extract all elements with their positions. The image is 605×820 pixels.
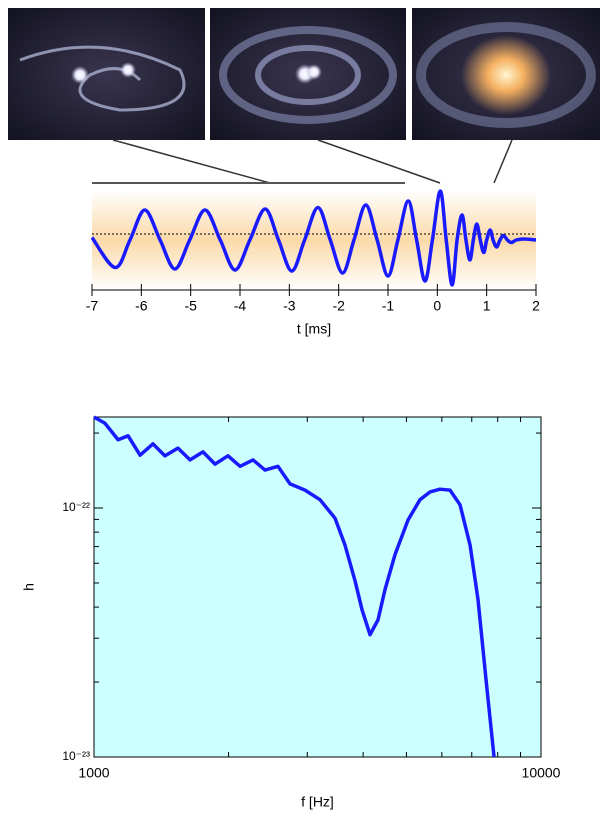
plot-area [93,416,542,758]
illustration-remnant [412,8,600,140]
x-tick-label: -2 [332,298,345,314]
illustration-inspiral [8,8,205,140]
series-line [93,415,496,758]
x-axis-label: t [ms] [297,321,331,337]
band [92,190,536,290]
x-axis-label: f [Hz] [301,794,334,810]
y-axis-label: h [21,583,37,591]
y-tick-label: 10⁻²³ [62,749,90,763]
x-tick-label: -1 [382,298,395,314]
y-tick-label: 10⁻²² [62,500,90,514]
x-tick-label: -4 [234,298,247,314]
x-tick-label: -7 [86,298,99,314]
x-tick-label: 1 [483,298,491,314]
x-tick-label: -6 [135,298,148,314]
x-tick-label: 10000 [522,765,561,781]
x-tick-label: 1000 [78,765,109,781]
x-tick-label: 0 [433,298,441,314]
x-tick-label: -3 [283,298,296,314]
illustration-merger [210,8,406,140]
series-line [90,189,537,287]
x-tick-label: -5 [184,298,197,314]
connectors [92,139,513,184]
x-tick-label: 2 [532,298,540,314]
